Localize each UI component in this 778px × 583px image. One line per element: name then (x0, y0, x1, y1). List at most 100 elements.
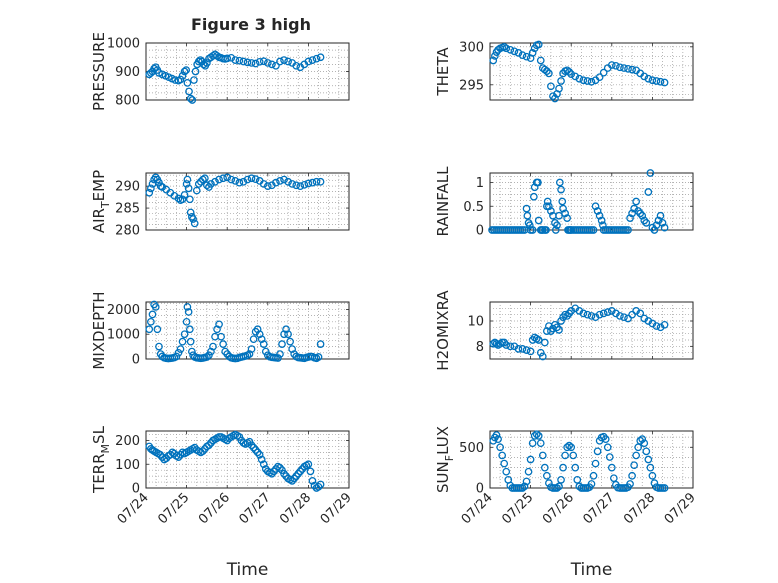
data-point (191, 67, 200, 76)
data-point (178, 71, 187, 80)
data-point (561, 451, 569, 460)
data-point (532, 430, 541, 439)
data-point (243, 175, 252, 184)
data-point (190, 219, 199, 228)
data-point (148, 310, 157, 319)
data-point (514, 345, 523, 353)
data-point (660, 223, 669, 232)
y-tick-label: 1000 (107, 37, 140, 52)
data-point (528, 49, 537, 57)
data-point (185, 195, 194, 204)
data-point (575, 74, 584, 83)
data-point (211, 177, 219, 186)
data-point (215, 175, 223, 184)
data-point (528, 439, 537, 448)
data-point (536, 56, 545, 65)
x-tick-label: 07/29 (318, 490, 355, 527)
data-point (534, 40, 543, 49)
data-point (272, 61, 280, 70)
data-point (174, 348, 183, 357)
data-point (276, 57, 284, 66)
x-tick-label: 07/25 (499, 490, 536, 527)
data-point (529, 192, 538, 201)
data-point (597, 216, 606, 225)
data-point (652, 77, 661, 85)
data-point (607, 463, 616, 472)
data-point (553, 221, 561, 230)
data-point (207, 347, 215, 356)
data-point (186, 94, 195, 103)
data-point (189, 215, 197, 223)
data-point (542, 67, 551, 75)
data-point (183, 79, 192, 87)
data-point (155, 342, 163, 351)
data-point (171, 76, 180, 84)
data-point (638, 211, 647, 220)
data-point (151, 303, 160, 311)
data-point (528, 226, 537, 234)
data-point (183, 175, 192, 184)
x-tick-label: 07/29 (662, 490, 699, 527)
data-point (523, 211, 532, 220)
data-point (215, 320, 223, 329)
data-point (239, 57, 248, 66)
data-point (284, 177, 292, 186)
data-point (278, 340, 286, 348)
data-point (565, 441, 574, 450)
data-point (178, 337, 187, 346)
data-point (292, 181, 301, 190)
y-tick-label: 0 (476, 482, 484, 497)
data-point (223, 173, 232, 182)
data-point (492, 431, 501, 439)
data-point (300, 180, 309, 189)
x-axis-label: Time (570, 560, 613, 580)
data-point (223, 54, 232, 63)
data-point (280, 175, 288, 184)
y-tick-label: 0.5 (463, 200, 484, 215)
data-point (282, 325, 290, 334)
data-point (308, 178, 317, 187)
data-point (213, 325, 221, 334)
data-point (502, 44, 511, 53)
data-point (186, 337, 195, 346)
data-point (542, 471, 551, 480)
data-point (632, 451, 641, 460)
figure-title: Figure 3 high (191, 15, 311, 34)
data-point (314, 353, 323, 361)
data-point (626, 214, 634, 222)
data-point (595, 211, 604, 220)
data-point (540, 65, 549, 74)
data-point (259, 460, 268, 469)
data-point (593, 207, 602, 215)
data-point (624, 64, 632, 73)
data-point (654, 216, 663, 225)
data-point (520, 482, 529, 491)
data-point (188, 96, 197, 104)
data-point (609, 474, 618, 483)
data-point (650, 226, 659, 234)
data-point (545, 479, 553, 487)
data-point (563, 443, 571, 452)
data-point (522, 477, 531, 486)
data-point (559, 204, 567, 213)
data-point (563, 214, 571, 222)
data-point (650, 479, 659, 487)
x-axis-label: Time (226, 560, 269, 580)
data-point (538, 352, 547, 361)
data-point (180, 330, 189, 339)
data-point (540, 463, 549, 472)
data-point (178, 195, 187, 204)
data-point (587, 480, 596, 488)
data-point (506, 45, 515, 54)
data-point (192, 186, 201, 195)
data-point (646, 463, 655, 472)
data-point (182, 180, 191, 188)
data-point (219, 174, 227, 183)
y-tick-label: 200 (115, 434, 140, 449)
data-point (257, 455, 266, 464)
